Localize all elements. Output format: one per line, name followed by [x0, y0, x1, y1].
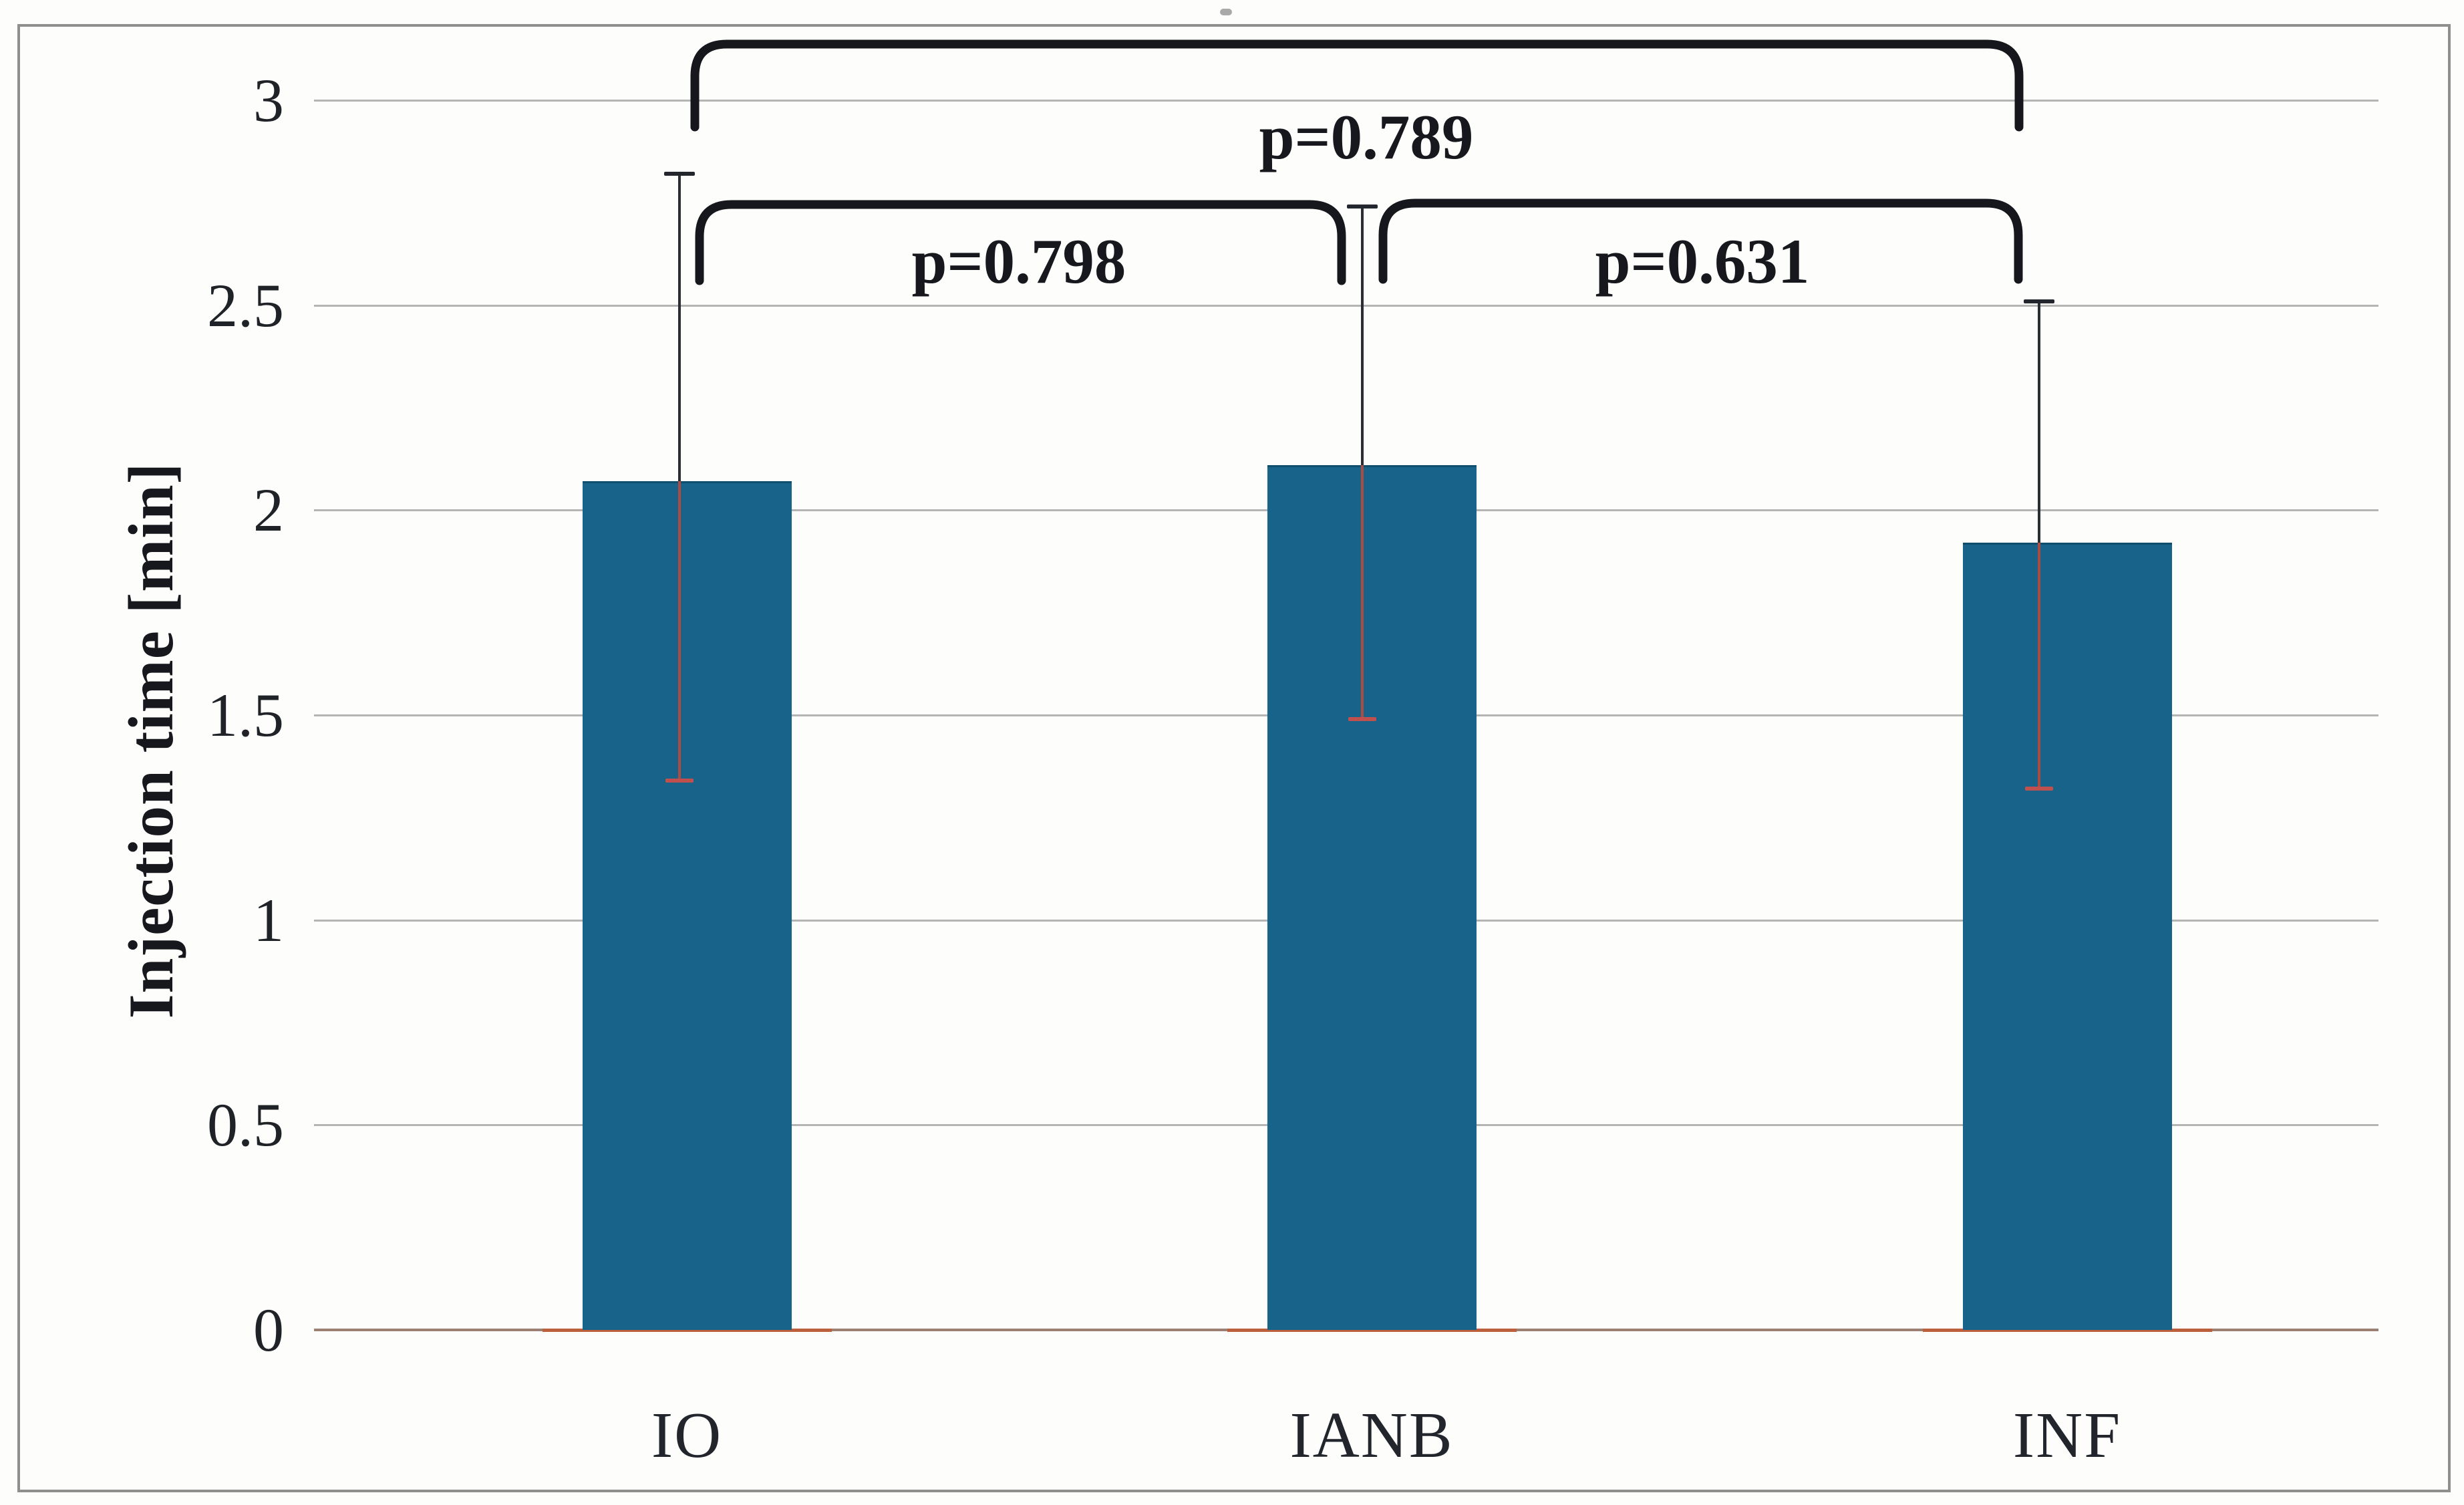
error-lower-cap-ianb [1348, 717, 1376, 721]
error-upper-cap-inf [2024, 299, 2054, 303]
scan-artifact-dot [1220, 9, 1232, 15]
y-tick-label-2: 2 [253, 476, 284, 544]
y-tick-label-2.5: 2.5 [207, 271, 284, 339]
error-lower-line-io [678, 481, 681, 781]
y-tick-label-0: 0 [253, 1296, 284, 1364]
error-lower-line-ianb [1361, 465, 1364, 719]
y-tick-label-1.5: 1.5 [207, 681, 284, 749]
p-value-label-io-ianb: p=0.798 [911, 226, 1126, 297]
figure-border-frame [17, 24, 2451, 1492]
bracket-ianb-inf [1378, 198, 2023, 284]
baseline-accent-inf [1923, 1329, 2212, 1332]
y-tick-label-1: 1 [253, 886, 284, 954]
error-upper-line-ianb [1361, 207, 1364, 465]
p-value-label-ianb-inf: p=0.631 [1595, 226, 1810, 297]
error-lower-cap-io [665, 779, 694, 783]
y-axis-title: Injection time [min] [116, 462, 186, 1019]
bar-ianb [1267, 465, 1477, 1330]
bar-io [583, 481, 792, 1330]
x-axis-label-inf: INF [2012, 1399, 2122, 1471]
error-upper-cap-ianb [1347, 204, 1378, 209]
bracket-io-ianb [695, 200, 1346, 285]
bar-inf [1963, 543, 2172, 1330]
y-tick-label-3: 3 [253, 66, 284, 134]
error-upper-line-io [678, 174, 681, 481]
error-lower-cap-inf [2025, 787, 2053, 791]
error-upper-cap-io [664, 172, 695, 176]
y-tick-label-0.5: 0.5 [207, 1091, 284, 1159]
baseline-accent-io [543, 1329, 832, 1332]
error-lower-line-inf [2038, 543, 2040, 789]
error-upper-line-inf [2038, 301, 2040, 543]
gridline-2.5 [314, 305, 2378, 307]
p-value-label-io-inf: p=0.789 [1259, 102, 1474, 172]
x-axis-label-io: IO [651, 1399, 723, 1471]
baseline-accent-ianb [1227, 1329, 1517, 1332]
bracket-io-inf [690, 39, 2024, 132]
x-axis-label-ianb: IANB [1289, 1399, 1454, 1471]
gridline-3 [314, 100, 2378, 102]
